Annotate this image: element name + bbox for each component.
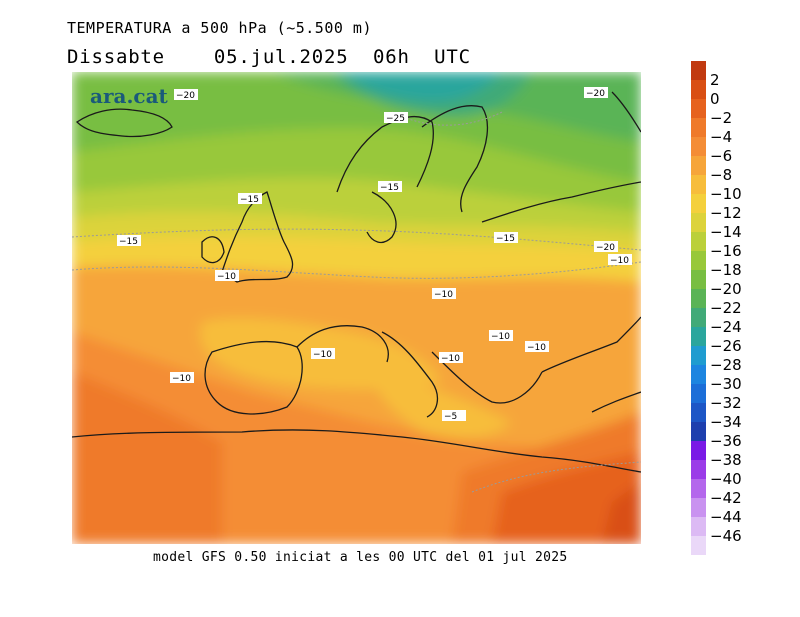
color-scale-label: −16 [710,242,742,260]
color-scale-swatch [691,479,706,498]
color-scale-swatch [691,346,706,365]
color-scale-swatch [691,118,706,137]
color-scale-swatch [691,175,706,194]
color-scale-swatch [691,536,706,555]
color-scale-label: −14 [710,223,742,241]
color-scale-swatch [691,232,706,251]
svg-text:−10: −10 [441,354,460,364]
color-scale-label: −6 [710,147,733,165]
color-scale-swatch [691,289,706,308]
color-scale-swatch [691,365,706,384]
svg-text:−20: −20 [176,91,195,101]
color-scale-swatch [691,517,706,536]
contour-label: −10 [215,270,239,282]
contour-label: −10 [311,348,335,360]
svg-text:−20: −20 [586,89,605,99]
color-scale-swatch [691,99,706,118]
contour-label: −20 [594,241,618,253]
color-scale-label: −4 [710,128,733,146]
svg-text:−15: −15 [119,237,138,247]
temperature-field [72,72,641,544]
svg-text:−20: −20 [596,243,615,253]
contour-label: −10 [439,352,463,364]
svg-text:−15: −15 [240,195,259,205]
svg-text:−10: −10 [434,290,453,300]
contour-label: −10 [608,254,632,266]
color-scale-swatch [691,251,706,270]
color-scale-label: −36 [710,432,742,450]
model-footer: model GFS 0.50 iniciat a les 00 UTC del … [153,550,568,565]
color-scale-swatch [691,441,706,460]
color-scale-label: −44 [710,508,742,526]
color-scale-swatch [691,422,706,441]
map-title: TEMPERATURA a 500 hPa (~5.500 m) [67,19,372,37]
map-subtitle: Dissabte 05.jul.2025 06h UTC [67,46,471,68]
contour-label: −10 [170,372,194,384]
color-scale-label: −38 [710,451,742,469]
contour-label: −20 [584,87,608,99]
contour-label: −15 [378,181,402,193]
color-scale-label: 2 [710,71,720,89]
color-scale-label: 0 [710,90,720,108]
color-scale-swatch [691,403,706,422]
color-scale-swatch [691,213,706,232]
svg-text:−10: −10 [610,256,629,266]
color-scale-swatch [691,137,706,156]
color-scale-label: −2 [710,109,733,127]
contour-label: −20 [174,89,198,101]
contour-label: −15 [494,232,518,244]
color-scale-label: −10 [710,185,742,203]
contour-label-group: −20 −25 −15 −15 −20 −15 −15 −20 −10 −10 … [117,87,632,422]
svg-text:−10: −10 [172,374,191,384]
color-scale-swatch [691,80,706,99]
color-scale-label: −8 [710,166,733,184]
color-scale-label: −24 [710,318,742,336]
color-scale-swatch [691,270,706,289]
color-scale-swatch [691,61,706,80]
color-scale-label: −12 [710,204,742,222]
svg-text:−10: −10 [527,343,546,353]
color-scale-label: −20 [710,280,742,298]
contour-label: −25 [384,112,408,124]
svg-text:−10: −10 [491,332,510,342]
color-scale-label: −22 [710,299,742,317]
svg-text:−10: −10 [217,272,236,282]
color-scale-label: −46 [710,527,742,545]
color-scale-label: −18 [710,261,742,279]
color-scale-label: −32 [710,394,742,412]
color-scale-swatch [691,327,706,346]
contour-label: −10 [432,288,456,300]
aracat-logo: ara.cat [90,84,168,108]
color-scale-label: −42 [710,489,742,507]
color-scale-label: −28 [710,356,742,374]
svg-text:−10: −10 [313,350,332,360]
color-scale-label: −34 [710,413,742,431]
color-scale-swatch [691,460,706,479]
color-scale-label: −40 [710,470,742,488]
color-scale-label: −26 [710,337,742,355]
map-canvas: −20 −25 −15 −15 −20 −15 −15 −20 −10 −10 … [72,72,641,544]
contour-label: −15 [238,193,262,205]
contour-label: −10 [489,330,513,342]
coastlines [72,91,641,473]
color-scale-swatch [691,194,706,213]
color-scale-swatch [691,156,706,175]
svg-text:−5: −5 [444,412,457,422]
color-scale-label: −30 [710,375,742,393]
color-scale-swatch [691,308,706,327]
svg-text:−15: −15 [380,183,399,193]
svg-text:−15: −15 [496,234,515,244]
contour-label: −10 [525,341,549,353]
color-scale-swatch [691,498,706,517]
contour-label: −5 [442,410,466,422]
temperature-map: −20 −25 −15 −15 −20 −15 −15 −20 −10 −10 … [72,72,641,544]
svg-text:−25: −25 [386,114,405,124]
contour-label: −15 [117,235,141,247]
color-scale-swatch [691,384,706,403]
